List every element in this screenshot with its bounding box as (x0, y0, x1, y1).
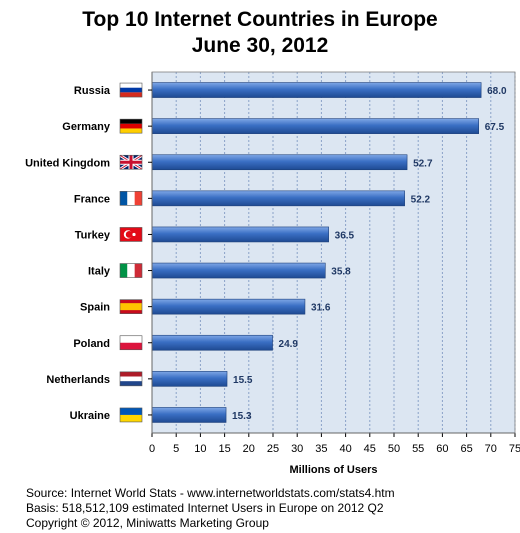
x-tick-label: 50 (388, 443, 400, 455)
data-label: 52.2 (411, 194, 431, 205)
x-axis-label: Millions of Users (289, 464, 377, 476)
spain-flag-icon (119, 299, 143, 314)
chart-subtitle: June 30, 2012 (191, 34, 329, 57)
turkey-flag-icon (119, 227, 143, 242)
x-tick-label: 25 (267, 443, 279, 455)
data-label: 15.3 (232, 411, 252, 422)
category-label: Russia (74, 85, 111, 97)
data-label: 35.8 (331, 267, 351, 278)
category-label: Turkey (75, 229, 111, 241)
bars: 68.0 67.5 52.7 52.2 36.5 35.8 31.6 24.9 15.5 15.3 (151, 82, 507, 423)
plot-border (151, 71, 516, 434)
x-tick-label: 5 (173, 443, 179, 455)
x-tick-label: 75 (509, 443, 520, 455)
x-tick-label: 70 (485, 443, 497, 455)
data-label: 15.5 (233, 375, 253, 386)
data-label: 24.9 (279, 339, 299, 350)
x-tick-label: 30 (291, 443, 303, 455)
category-label: Germany (62, 121, 111, 133)
x-tick-label: 15 (218, 443, 230, 455)
bar (151, 226, 329, 243)
bar (151, 407, 227, 423)
poland-flag-icon (119, 335, 143, 351)
x-tick-label: 55 (412, 443, 424, 455)
bar (151, 262, 326, 279)
x-tick-label: 45 (364, 443, 376, 455)
category-label: United Kingdom (25, 157, 110, 169)
russia-flag-icon (119, 82, 143, 98)
axes: 0 5 10 15 20 25 30 35 40 45 50 55 60 65 70 75 Russia Germ… (25, 71, 520, 455)
x-tick-label: 65 (460, 443, 472, 455)
united-kingdom-flag-icon (119, 153, 143, 171)
category-label: Netherlands (46, 374, 110, 386)
footer-basis: Basis: 518,512,109 estimated Internet Us… (26, 501, 384, 515)
bar (151, 371, 228, 387)
bar (151, 334, 273, 351)
flags (119, 82, 143, 423)
footer-copyright: Copyright © 2012, Miniwatts Marketing Gr… (26, 516, 269, 530)
category-label: Italy (88, 266, 111, 278)
data-label: 52.7 (413, 158, 433, 169)
bar (151, 82, 482, 98)
bar (151, 298, 306, 315)
x-tick-label: 20 (243, 443, 255, 455)
category-label: Ukraine (70, 410, 110, 422)
category-label: Spain (80, 302, 110, 314)
ukraine-flag-icon (119, 407, 143, 423)
bar (151, 118, 480, 134)
x-tick-label: 60 (436, 443, 448, 455)
category-label: Poland (73, 338, 110, 350)
bar (151, 154, 408, 171)
data-label: 36.5 (335, 230, 355, 241)
x-tick-label: 35 (315, 443, 327, 455)
bar (151, 190, 405, 207)
x-tick-label: 0 (149, 443, 155, 455)
italy-flag-icon (119, 263, 143, 278)
data-label: 31.6 (311, 303, 331, 314)
data-label: 67.5 (485, 122, 505, 133)
x-tick-label: 40 (339, 443, 351, 455)
category-label: France (74, 193, 110, 205)
germany-flag-icon (119, 118, 143, 134)
footer-source: Source: Internet World Stats - www.inter… (26, 486, 395, 500)
france-flag-icon (119, 191, 143, 206)
data-label: 68.0 (487, 86, 507, 97)
x-tick-label: 10 (194, 443, 206, 455)
netherlands-flag-icon (119, 371, 143, 387)
chart-title: Top 10 Internet Countries in Europe (82, 8, 438, 31)
